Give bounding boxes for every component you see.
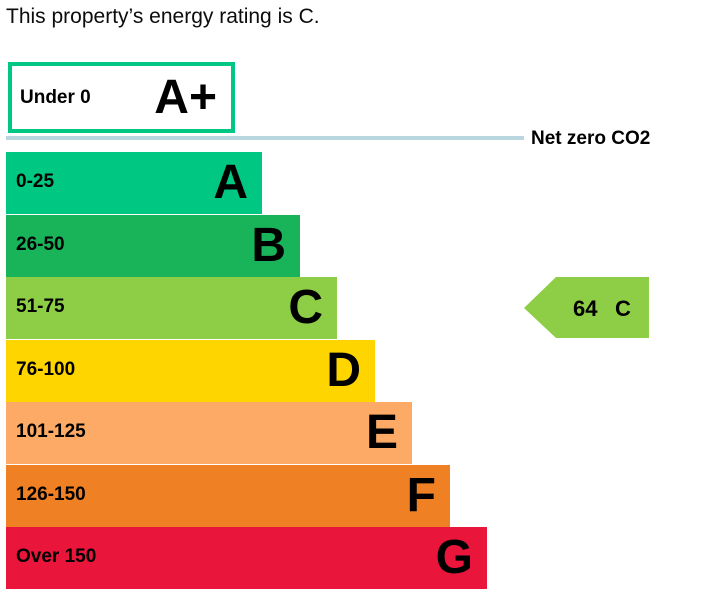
band-e-letter: E	[365, 406, 398, 459]
band-aplus-range: Under 0	[20, 87, 91, 108]
current-rating-shape	[524, 277, 649, 338]
net-zero-line	[6, 136, 524, 140]
band-a-letter: A	[213, 156, 248, 209]
band-f-letter: F	[406, 469, 436, 522]
band-d-range: 76-100	[16, 359, 76, 380]
band-g: Over 150 G	[6, 527, 487, 589]
band-b-letter: B	[251, 219, 286, 272]
band-aplus: Under 0 A+	[8, 62, 235, 133]
current-rating-band: C	[615, 296, 631, 321]
band-f-range: 126-150	[16, 484, 86, 505]
band-a-range: 0-25	[16, 171, 55, 192]
band-d: 76-100 D	[6, 340, 375, 402]
band-b: 26-50 B	[6, 215, 300, 277]
band-c: 51-75 C	[6, 277, 337, 339]
band-b-range: 26-50	[16, 234, 65, 255]
band-g-letter: G	[435, 531, 473, 584]
band-e-range: 101-125	[16, 421, 86, 442]
page-title: This property’s energy rating is C.	[6, 5, 320, 28]
net-zero-label: Net zero CO2	[531, 128, 651, 149]
band-aplus-letter: A+	[154, 71, 217, 124]
current-rating-score: 64	[573, 296, 598, 321]
band-a: 0-25 A	[6, 152, 262, 214]
band-c-range: 51-75	[16, 296, 65, 317]
band-g-range: Over 150	[16, 546, 97, 567]
band-e: 101-125 E	[6, 402, 412, 464]
current-rating-arrow: 64 C	[524, 277, 649, 338]
band-c-letter: C	[288, 281, 323, 334]
band-d-letter: D	[326, 344, 361, 397]
band-f: 126-150 F	[6, 465, 450, 527]
